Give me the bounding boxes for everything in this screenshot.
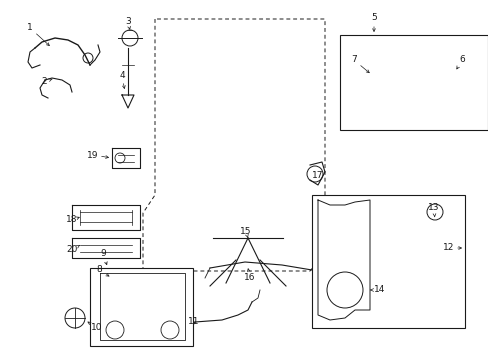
- Text: 20: 20: [66, 246, 78, 255]
- Bar: [311, 195, 464, 328]
- Text: 11: 11: [188, 318, 199, 327]
- Text: 14: 14: [373, 285, 385, 294]
- Text: 9: 9: [100, 249, 106, 258]
- Text: 6: 6: [458, 55, 464, 64]
- Text: 16: 16: [244, 274, 255, 283]
- Text: 12: 12: [443, 243, 454, 252]
- Text: 17: 17: [312, 171, 323, 180]
- Text: 15: 15: [240, 228, 251, 237]
- Text: 5: 5: [370, 13, 376, 22]
- Text: 8: 8: [96, 266, 102, 274]
- Text: 3: 3: [125, 18, 131, 27]
- Text: 2: 2: [41, 77, 47, 86]
- Text: 18: 18: [66, 216, 78, 225]
- Bar: [339, 35, 487, 130]
- Bar: [90, 268, 193, 346]
- Text: 13: 13: [427, 203, 439, 212]
- Text: 19: 19: [87, 150, 99, 159]
- Text: 1: 1: [27, 23, 33, 32]
- Text: 7: 7: [350, 55, 356, 64]
- Text: 10: 10: [91, 324, 102, 333]
- Text: 4: 4: [119, 71, 124, 80]
